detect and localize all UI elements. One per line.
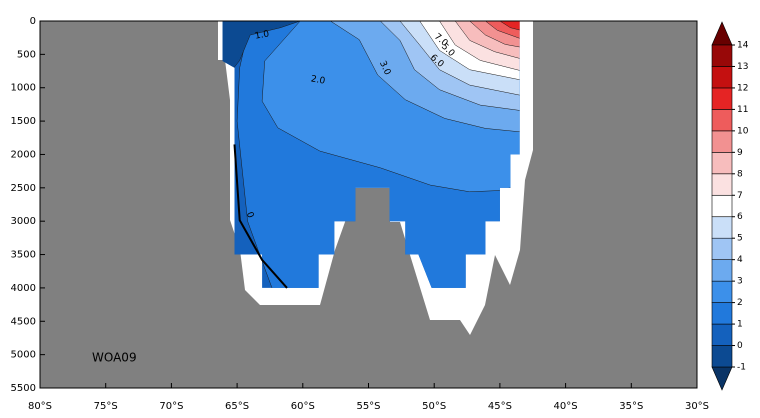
colorbar-label: 5: [737, 234, 743, 244]
colorbar-label: 3: [737, 277, 743, 287]
contour-label: 0: [244, 211, 255, 220]
dataset-label: WOA09: [92, 351, 137, 365]
colorbar-label: 4: [737, 255, 743, 265]
x-tick-label: 50°S: [422, 401, 446, 412]
y-tick-label: 500: [17, 49, 36, 60]
x-tick-label: 55°S: [356, 401, 380, 412]
colorbar-label: 2: [737, 298, 743, 308]
x-tick-label: 65°S: [225, 401, 249, 412]
colorbar-bin: [711, 173, 733, 196]
colorbar-label: 0: [737, 341, 743, 351]
y-tick-label: 0: [30, 16, 36, 27]
colorbar-bin: [711, 237, 733, 260]
y-tick-label: 4000: [11, 283, 36, 294]
y-tick-label: 2500: [11, 183, 36, 194]
contour-line: [233, 144, 288, 289]
colorbar-bin: [711, 323, 733, 346]
colorbar-label: 10: [737, 126, 749, 136]
colorbar-label: 8: [737, 169, 743, 179]
colorbar-bin: [711, 345, 733, 368]
colorbar-under: [711, 366, 733, 391]
colorbar-bin: [711, 44, 733, 67]
colorbar-bin: [711, 280, 733, 303]
x-tick-label: 45°S: [488, 401, 512, 412]
colorbar-label: 14: [737, 41, 749, 51]
colorbar-bin: [711, 152, 733, 175]
colorbar-label: 12: [737, 83, 748, 93]
contour-fill: [499, 21, 520, 31]
colorbar-bin: [711, 302, 733, 325]
x-tick-label: 40°S: [554, 401, 578, 412]
contour-fills: [222, 21, 520, 288]
colorbar-label: 13: [737, 62, 748, 72]
y-tick-label: 2000: [11, 149, 36, 160]
contour-label: 1.0: [254, 29, 270, 41]
colorbar-label: 11: [737, 105, 748, 115]
contour-fill: [469, 21, 520, 48]
colorbar-over: [711, 21, 733, 46]
colorbar-bin: [711, 194, 733, 218]
colorbar-label: 9: [737, 148, 743, 158]
y-tick-label: 4500: [11, 316, 36, 327]
colorbar-bin: [711, 66, 733, 89]
x-tick-label: 75°S: [94, 401, 118, 412]
colorbar-bin: [711, 87, 733, 110]
colorbar-bin: [711, 130, 733, 153]
x-tick-label: 30°S: [685, 401, 709, 412]
colorbar-label: 6: [737, 212, 743, 222]
x-tick-label: 60°S: [291, 401, 315, 412]
contour-fill: [484, 21, 520, 39]
colorbar-bin: [711, 109, 733, 132]
y-tick-label: 1500: [11, 116, 36, 127]
x-tick-label: 35°S: [619, 401, 643, 412]
x-tick-label: 80°S: [28, 401, 52, 412]
y-tick-label: 3000: [11, 216, 36, 227]
colorbar-label: -1: [737, 363, 746, 373]
y-tick-label: 1000: [11, 83, 36, 94]
colorbar-label: 1: [737, 320, 743, 330]
x-tick-label: 70°S: [159, 401, 183, 412]
colorbar-bin: [711, 216, 733, 239]
colorbar-bin: [711, 259, 733, 282]
y-tick-label: 5500: [11, 383, 36, 394]
y-tick-label: 3500: [11, 250, 36, 261]
contour-label: 2.0: [310, 74, 326, 86]
colorbar-label: 7: [737, 191, 743, 201]
y-tick-label: 5000: [11, 350, 36, 361]
